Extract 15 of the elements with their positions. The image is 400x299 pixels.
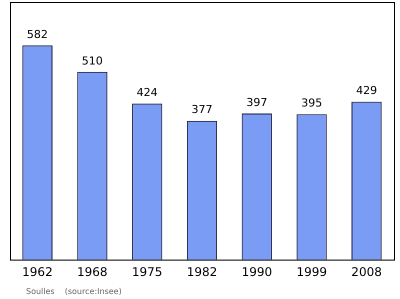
data-label: 429 bbox=[356, 84, 378, 98]
data-label: 377 bbox=[192, 103, 212, 116]
x-tick-label: 1962 bbox=[22, 264, 53, 279]
data-label: 424 bbox=[136, 86, 158, 99]
x-tick-label: 1999 bbox=[296, 264, 327, 279]
x-tick-label: 1975 bbox=[132, 264, 162, 279]
data-label: 582 bbox=[26, 28, 48, 41]
data-label: 397 bbox=[246, 96, 268, 109]
x-tick-label: 1968 bbox=[77, 264, 108, 279]
data-label: 395 bbox=[301, 96, 322, 110]
data-label: 510 bbox=[82, 54, 103, 68]
x-tick-label: 1990 bbox=[242, 264, 272, 279]
x-tick-label: 2008 bbox=[351, 264, 382, 279]
text: Soulles (source:Insee) bbox=[26, 287, 122, 296]
x-tick-label: 1982 bbox=[186, 264, 218, 279]
